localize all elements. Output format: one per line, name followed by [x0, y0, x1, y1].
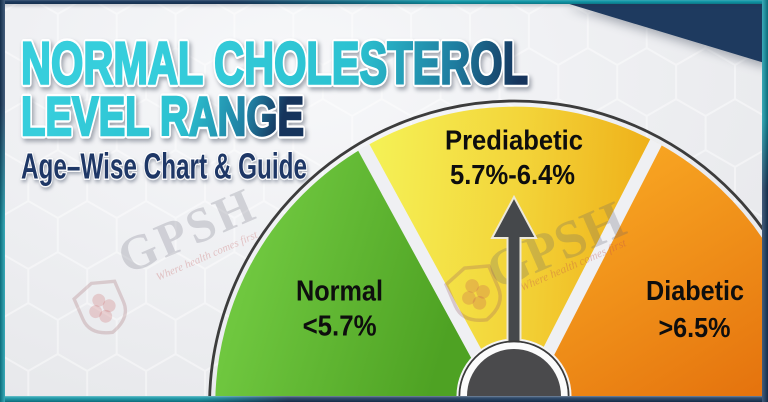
- svg-text:NORMAL CHOLESTEROL: NORMAL CHOLESTEROL: [21, 30, 528, 96]
- svg-text:LEVEL RANGE: LEVEL RANGE: [21, 86, 304, 148]
- svg-text:LEVEL RANGE: LEVEL RANGE: [21, 86, 304, 148]
- svg-text:Normal: Normal: [296, 275, 383, 307]
- svg-text:NORMAL CHOLESTEROL: NORMAL CHOLESTEROL: [21, 30, 528, 96]
- svg-text:>6.5%: >6.5%: [659, 312, 731, 343]
- svg-text:5.7%-6.4%: 5.7%-6.4%: [450, 159, 575, 190]
- svg-text:<5.7%: <5.7%: [303, 311, 377, 343]
- svg-text:Diabetic: Diabetic: [646, 275, 744, 306]
- svg-text:Age–Wise Chart & Guide: Age–Wise Chart & Guide: [21, 147, 307, 187]
- svg-text:Prediabetic: Prediabetic: [445, 125, 583, 156]
